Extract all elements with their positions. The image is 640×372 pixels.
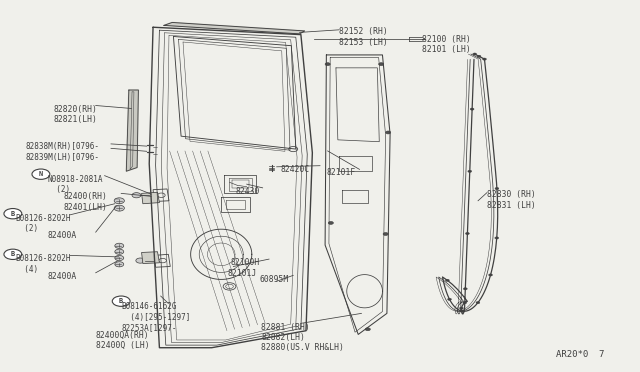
Circle shape [112,296,130,307]
Circle shape [477,55,481,57]
Text: 60895M: 60895M [259,275,289,284]
Text: N: N [39,171,43,177]
Circle shape [132,193,141,198]
Circle shape [476,302,480,304]
Circle shape [483,58,486,60]
Text: 82100H: 82100H [231,258,260,267]
Circle shape [328,221,333,224]
Circle shape [114,198,124,204]
Circle shape [463,302,467,304]
Circle shape [447,298,451,301]
Circle shape [460,307,463,309]
Circle shape [386,131,391,134]
Circle shape [468,170,472,172]
Circle shape [473,53,477,55]
Text: 82152 (RH)
82153 (LH): 82152 (RH) 82153 (LH) [339,27,388,46]
Text: AR20*0  7: AR20*0 7 [556,350,604,359]
Text: 82400A: 82400A [47,272,77,280]
Text: N08918-2081A
  (2): N08918-2081A (2) [47,175,103,194]
Circle shape [383,232,388,235]
Circle shape [114,205,124,211]
Circle shape [465,232,469,235]
Circle shape [461,310,465,312]
Text: 82101F: 82101F [326,168,356,177]
Circle shape [379,62,384,65]
Circle shape [495,237,499,239]
Text: B08126-8202H
  (4): B08126-8202H (4) [15,254,71,274]
Text: 82881 (RH)
82882(LH)
82880(US.V RH&LH): 82881 (RH) 82882(LH) 82880(US.V RH&LH) [261,323,344,352]
Circle shape [4,249,22,260]
Circle shape [488,274,492,276]
Circle shape [495,187,499,190]
Circle shape [115,262,124,267]
Circle shape [136,258,145,263]
Circle shape [325,62,330,65]
Circle shape [365,328,371,331]
Text: 82830 (RH)
82831 (LH): 82830 (RH) 82831 (LH) [487,190,536,210]
Circle shape [4,209,22,219]
Polygon shape [141,192,159,204]
Text: 82430: 82430 [236,187,260,196]
Circle shape [32,169,50,179]
Text: 82101J: 82101J [228,269,257,278]
Text: B08126-8202H
  (2): B08126-8202H (2) [15,214,71,233]
Text: B: B [11,251,15,257]
Polygon shape [141,252,159,263]
Polygon shape [164,22,305,34]
Text: 82820(RH)
82821(LH): 82820(RH) 82821(LH) [54,105,97,124]
Text: 82400(RH)
82401(LH): 82400(RH) 82401(LH) [64,192,108,212]
Text: B08146-6162G
  (4)[295-1297]
82253A[1297-: B08146-6162G (4)[295-1297] 82253A[1297- [121,302,191,332]
Polygon shape [126,90,138,171]
Circle shape [445,279,449,282]
Circle shape [115,249,124,254]
Text: B: B [119,298,124,304]
Text: 82400QA(RH)
82400Q (LH): 82400QA(RH) 82400Q (LH) [96,331,149,350]
Text: B: B [11,211,15,217]
Text: 82420C: 82420C [280,164,310,174]
Circle shape [115,256,124,260]
Text: 82400A: 82400A [47,231,77,240]
Circle shape [115,243,124,248]
Text: 82838M(RH)[0796-
82839M(LH)[0796-: 82838M(RH)[0796- 82839M(LH)[0796- [26,142,100,162]
Text: 82100 (RH)
82101 (LH): 82100 (RH) 82101 (LH) [422,35,470,54]
Circle shape [470,108,474,110]
Circle shape [463,288,467,290]
